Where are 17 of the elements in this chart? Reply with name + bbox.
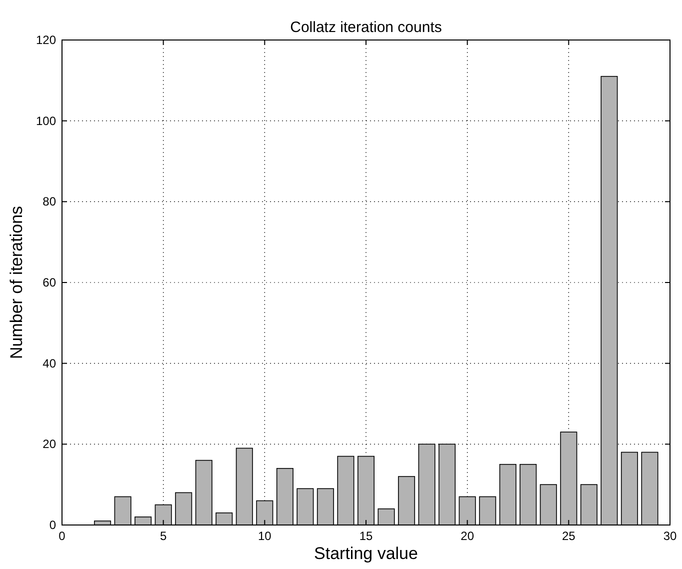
y-tick-label: 120 xyxy=(36,33,56,47)
y-tick-label: 80 xyxy=(42,194,56,209)
x-tick-label: 10 xyxy=(258,529,272,543)
y-tick-label: 40 xyxy=(42,356,56,370)
y-tick-label: 60 xyxy=(42,276,56,290)
x-tick-label: 20 xyxy=(460,529,474,543)
y-axis-title: Number of iterations xyxy=(7,206,26,360)
chart-title: Collatz iteration counts xyxy=(290,19,442,36)
x-tick-label: 5 xyxy=(160,529,167,543)
y-tick-label: 20 xyxy=(42,437,56,452)
x-tick-label: 15 xyxy=(359,529,373,543)
y-tick-label: 0 xyxy=(49,518,56,532)
x-tick-label: 30 xyxy=(663,529,677,543)
x-tick-label: 25 xyxy=(562,529,576,543)
x-axis-title: Starting value xyxy=(314,544,418,563)
y-tick-label: 100 xyxy=(36,114,56,128)
x-tick-label: 0 xyxy=(58,529,66,543)
